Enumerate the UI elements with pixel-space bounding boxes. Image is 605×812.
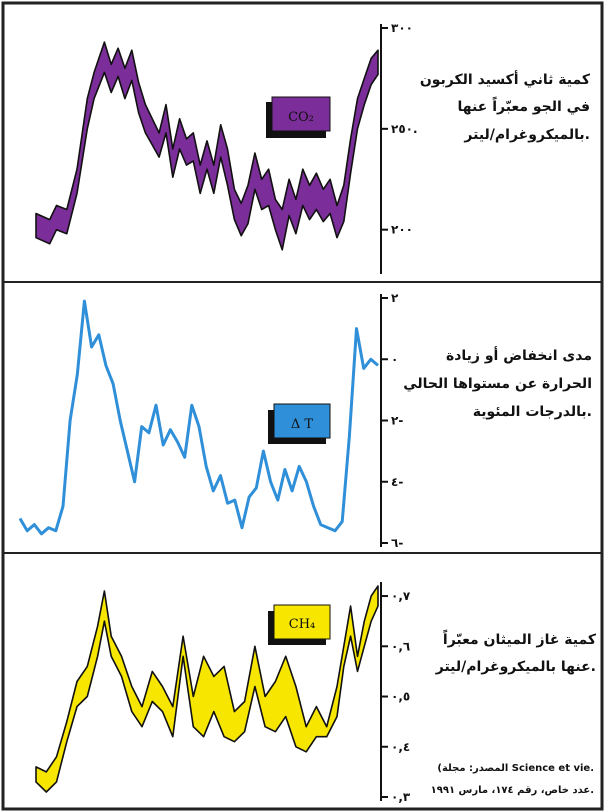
temperature-badge-box — [273, 403, 331, 439]
temperature-label-line-2: الحرارة عن مستواها الحالي — [403, 376, 592, 392]
co2-band — [35, 41, 379, 251]
methane-band — [35, 585, 379, 793]
co2-tick-label-1: ٢٥٠. — [391, 122, 418, 136]
source-line-2: عدد خاص، رقم ١٧٤، مارس ١٩٩١. — [431, 785, 594, 796]
temperature-label-line-1: مدى انخفاض أو زيادة — [446, 346, 592, 364]
co2-panel: ٣٠٠ ٢٥٠. ٢٠٠ CO₂ كمية ثاني أكسيد الكربون ف… — [35, 21, 591, 274]
temperature-tick-label-3: ٤- — [391, 475, 403, 489]
temperature-tick-label-2: ٢- — [391, 414, 403, 428]
methane-tick-label-2: ٠,٥ — [391, 690, 410, 704]
methane-badge-text: CH₄ — [289, 617, 316, 632]
methane-panel: ٠,٧ ٠,٦ ٠,٥ ٠,٤ ٠,٣ CH₄ كمية غاز الميثان معب… — [35, 582, 597, 804]
methane-label-line-2: عنها بالميكروغرام/ليتر. — [435, 659, 596, 675]
methane-tick-label-4: ٠,٣ — [391, 790, 411, 804]
co2-y-axis: ٣٠٠ ٢٥٠. ٢٠٠ — [380, 21, 418, 274]
temperature-plot — [18, 299, 379, 536]
co2-plot — [35, 41, 379, 251]
temperature-line — [18, 299, 379, 536]
methane-badge: CH₄ — [268, 604, 331, 645]
temperature-panel: ٢ ٠ ٢- ٤- ٦- Δ T مدى انخفاض أو زيادة الحرارة… — [18, 291, 592, 550]
temperature-tick-label-1: ٠ — [391, 352, 398, 366]
co2-badge-box — [271, 96, 331, 132]
temperature-label-line-3: بالدرجات المئوية. — [473, 404, 592, 420]
co2-label-line-1: كمية ثاني أكسيد الكربون — [420, 70, 591, 88]
co2-label-line-2: في الجو معبّراً عنها — [458, 96, 590, 115]
methane-plot — [35, 585, 379, 793]
co2-tick-label-0: ٣٠٠ — [391, 21, 413, 35]
temperature-badge: Δ T — [268, 403, 331, 444]
temperature-y-axis: ٢ ٠ ٢- ٤- ٦- — [380, 291, 403, 550]
methane-tick-label-3: ٠,٤ — [391, 740, 410, 754]
methane-tick-label-0: ٠,٧ — [391, 589, 411, 603]
methane-y-axis: ٠,٧ ٠,٦ ٠,٥ ٠,٤ ٠,٣ — [380, 582, 411, 804]
methane-badge-box — [273, 604, 331, 640]
source-line-1: (المصدر: مجلة Science et vie. — [437, 763, 594, 774]
methane-tick-label-1: ٠,٦ — [391, 639, 410, 653]
co2-tick-label-2: ٢٠٠ — [391, 223, 413, 237]
temperature-tick-label-4: ٦- — [391, 536, 403, 550]
co2-label-line-3: بالميكروغرام/ليتر. — [463, 127, 590, 143]
co2-badge-text: CO₂ — [288, 110, 314, 125]
temperature-badge-text: Δ T — [291, 417, 314, 432]
temperature-tick-label-0: ٢ — [391, 291, 399, 305]
co2-badge: CO₂ — [266, 96, 331, 138]
methane-label-line-1: كمية غاز الميثان معبّراً — [443, 629, 597, 648]
